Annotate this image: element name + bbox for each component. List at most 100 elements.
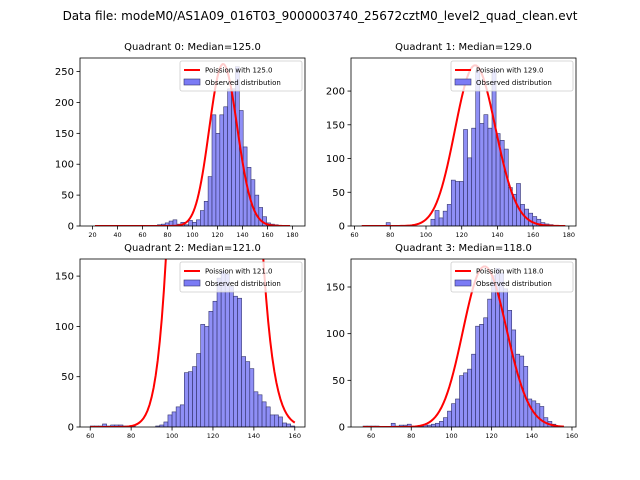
histogram-bar (171, 411, 177, 427)
quadrant-3-title: Quadrant 3: Median=118.0 (395, 243, 532, 254)
histogram-bar (491, 275, 496, 427)
x-tick-label: 20 (88, 231, 96, 239)
y-tick-label: 150 (326, 120, 345, 131)
histogram-bar (450, 179, 456, 226)
histogram-bar (269, 414, 275, 427)
y-tick-label: 250 (55, 67, 74, 78)
axes-frame (350, 258, 577, 428)
y-tick-label: 0 (339, 423, 345, 434)
histogram-bar (467, 368, 472, 427)
histogram-bar (245, 361, 251, 427)
histogram-bar (200, 210, 205, 226)
y-tick-label: 150 (55, 272, 74, 283)
x-tick-label: 180 (286, 231, 298, 239)
histogram-bar (192, 366, 197, 427)
histogram-bar (439, 421, 444, 427)
quadrant-2-panel: Quadrant 2: Median=121.0 0 50 100 150 60 80 100… (55, 243, 306, 440)
histogram-bar (515, 353, 521, 427)
plot-area (362, 265, 565, 427)
legend-label-poisson: Poission with 129.0 (476, 67, 544, 75)
histogram-bar (455, 181, 460, 226)
histogram-bar (406, 423, 412, 427)
y-tick-label: 0 (68, 222, 74, 233)
histogram-bar (479, 324, 484, 427)
histogram-bar (438, 217, 444, 226)
y-tick-label: 50 (61, 372, 74, 383)
legend-bar-swatch (183, 78, 201, 86)
x-tick-label: 80 (386, 231, 394, 239)
x-tick-label: 160 (527, 231, 539, 239)
histogram-bar (507, 310, 513, 427)
histogram-bar (274, 414, 279, 427)
histogram-bar (463, 372, 468, 427)
histogram-bar (215, 133, 221, 226)
x-tick-label: 80 (163, 231, 171, 239)
histogram-bar (220, 270, 226, 427)
legend: Poission with 129.0 Observed distribution (450, 60, 574, 92)
legend-label-poisson: Poission with 125.0 (205, 67, 273, 75)
y-tick-label: 100 (326, 154, 345, 165)
histogram-bar (188, 220, 193, 226)
legend-label-poisson: Poission with 121.0 (205, 268, 273, 276)
y-tick-label: 150 (326, 283, 345, 294)
legend-label-observed: Observed distribution (476, 79, 552, 87)
histogram-bar (487, 298, 492, 427)
histogram-bar (475, 70, 481, 226)
histogram-bar (503, 148, 509, 226)
histogram-bar (258, 207, 263, 226)
histogram-bar (237, 297, 242, 427)
histogram-bar (200, 324, 206, 427)
plot-area (361, 64, 566, 226)
histogram-bar (471, 353, 476, 427)
y-tick-label: 50 (332, 376, 345, 387)
histogram-bar (467, 157, 472, 226)
histogram-bar (223, 106, 228, 226)
histogram-bar (290, 425, 296, 427)
legend: Poission with 118.0 Observed distribution (450, 261, 574, 293)
y-tick-label: 50 (332, 188, 345, 199)
histogram-bar (385, 222, 391, 226)
histogram-bar (204, 326, 210, 427)
y-tick-label: 50 (61, 191, 74, 202)
histogram-bar (447, 410, 452, 427)
legend-box (179, 60, 303, 92)
histogram-bar (179, 404, 185, 427)
legend-label-observed: Observed distribution (476, 280, 552, 288)
histogram-bar (188, 371, 193, 427)
histogram-bar (229, 285, 234, 427)
histogram-bar (172, 219, 178, 226)
x-tick-label: 100 (186, 231, 198, 239)
legend-bar-swatch (454, 78, 472, 86)
x-tick-label: 100 (166, 432, 178, 440)
x-tick-label: 60 (350, 231, 358, 239)
histogram-bar (175, 406, 181, 427)
histogram-bar (249, 368, 255, 427)
y-tick-label: 100 (326, 329, 345, 340)
x-tick-label: 160 (261, 231, 273, 239)
legend-label-observed: Observed distribution (205, 79, 281, 87)
x-tick-label: 140 (526, 432, 538, 440)
histogram-bar (442, 210, 448, 226)
x-tick-label: 80 (127, 432, 135, 440)
histogram-bar (430, 218, 436, 226)
histogram-bar (233, 295, 238, 427)
histogram-bar (455, 398, 460, 427)
histogram-bar (286, 423, 291, 427)
histogram-bar (211, 114, 217, 226)
x-tick-label: 60 (367, 432, 375, 440)
histogram-bar (443, 417, 448, 427)
histogram-bar (203, 200, 209, 226)
histogram-bar (265, 406, 271, 427)
legend-box (450, 60, 574, 92)
axes-frame (79, 258, 306, 428)
histogram-bar (208, 311, 214, 427)
legend-bar-swatch (183, 279, 201, 287)
histogram-bar (192, 221, 197, 226)
x-tick-label: 60 (138, 231, 146, 239)
histogram-bar (163, 421, 169, 427)
quadrant-0-title: Quadrant 0: Median=125.0 (124, 42, 261, 53)
histogram-bar (446, 204, 452, 226)
y-tick-label: 200 (326, 87, 345, 98)
y-tick-label: 150 (55, 129, 74, 140)
y-tick-label: 200 (55, 98, 74, 109)
